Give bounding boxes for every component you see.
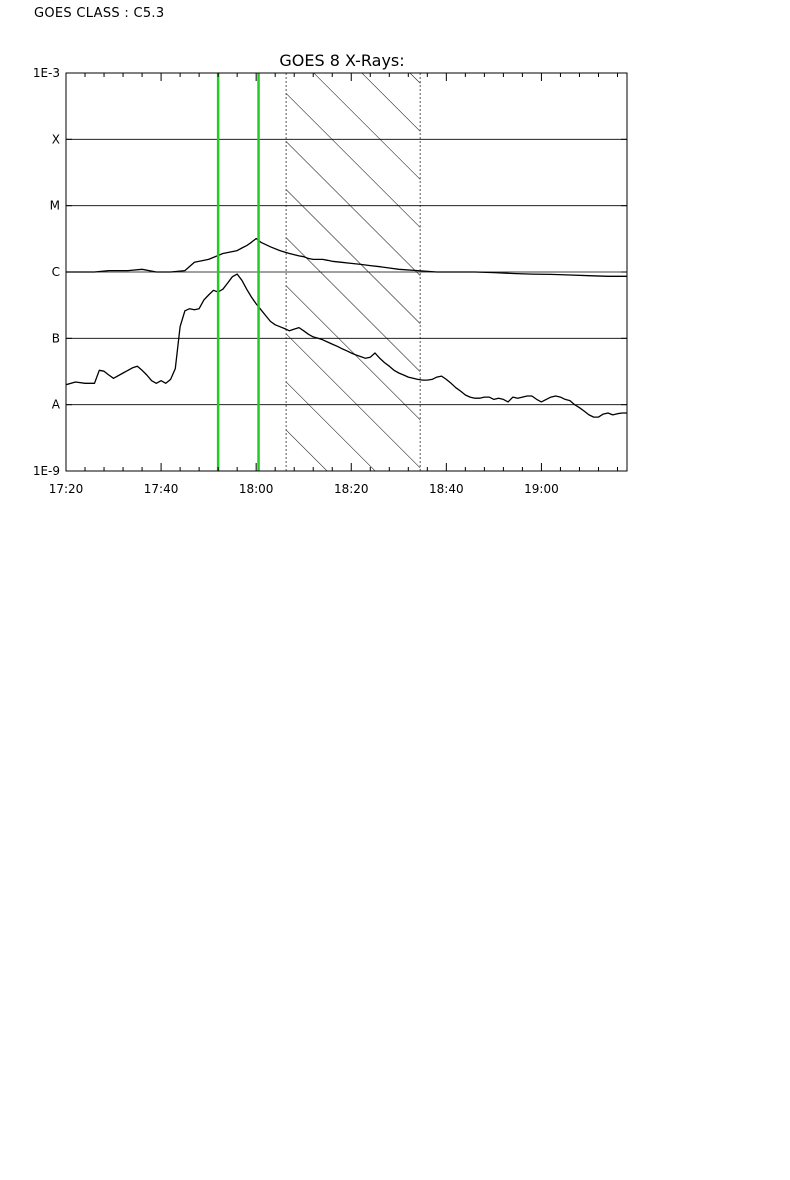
vertical-markers	[216, 73, 260, 471]
y-tick-label: M	[50, 199, 60, 213]
y-tick-label: X	[52, 132, 60, 146]
grid-lines	[66, 138, 627, 406]
chart-title: GOES 8 X-Rays:	[279, 51, 404, 70]
y-tick-label: C	[52, 265, 60, 279]
x-tick-label: 18:40	[429, 482, 464, 496]
x-tick-label: 18:00	[239, 482, 274, 496]
goes-class-label: GOES CLASS : C5.3	[34, 6, 165, 21]
x-axis: 17:20 17:40 18:00 18:20 18:40 19:00	[49, 73, 618, 496]
y-tick-label: B	[52, 331, 60, 345]
y-tick-label: 1E-9	[33, 464, 60, 478]
y-axis: 1E-3 X M C B A 1E-9	[33, 66, 627, 478]
x-tick-label: 18:20	[334, 482, 369, 496]
series-layer	[66, 237, 627, 418]
y-tick-label: 1E-3	[33, 66, 60, 80]
x-tick-label: 17:20	[49, 482, 84, 496]
x-tick-label: 19:00	[524, 482, 559, 496]
y-tick-label: A	[52, 398, 61, 412]
series-line-2	[66, 273, 627, 418]
series-line-1	[66, 237, 627, 277]
x-tick-label: 17:40	[144, 482, 179, 496]
